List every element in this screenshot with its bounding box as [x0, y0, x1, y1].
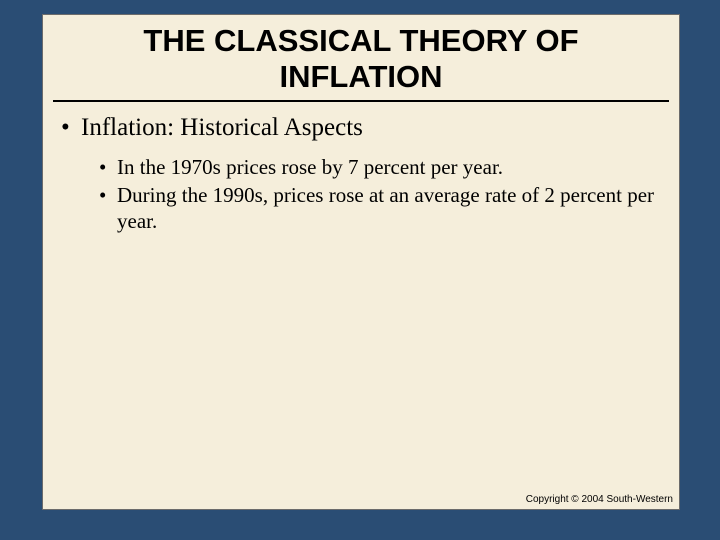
slide-content: Inflation: Historical Aspects In the 197…: [43, 102, 679, 234]
bullet-level1: Inflation: Historical Aspects: [57, 112, 665, 143]
slide-title: THE CLASSICAL THEORY OF INFLATION: [43, 15, 679, 96]
slide-panel: THE CLASSICAL THEORY OF INFLATION Inflat…: [42, 14, 680, 510]
bullet-level2-b: During the 1990s, prices rose at an aver…: [57, 182, 665, 235]
bullet-level2-a: In the 1970s prices rose by 7 percent pe…: [57, 154, 665, 180]
copyright-text: Copyright © 2004 South-Western: [526, 494, 673, 505]
